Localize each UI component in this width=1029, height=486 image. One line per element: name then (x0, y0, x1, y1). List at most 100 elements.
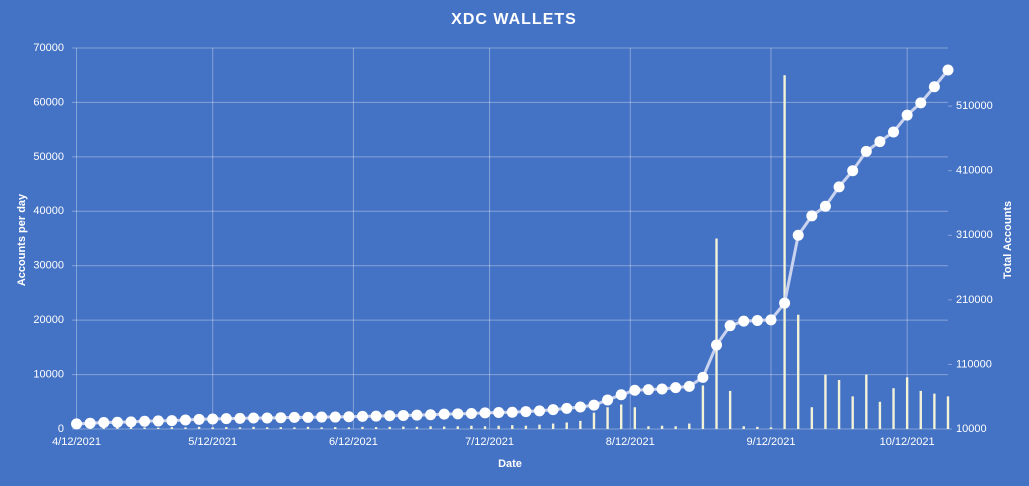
x-tick-label: 6/12/2021 (329, 436, 378, 448)
line-marker (534, 405, 546, 417)
line-marker (84, 417, 96, 429)
bar (497, 425, 500, 429)
line-marker (397, 409, 409, 421)
line-marker (493, 407, 505, 419)
line-marker (656, 383, 668, 395)
line-marker (166, 415, 178, 427)
bar (225, 427, 228, 429)
line-marker (288, 411, 300, 423)
bar (483, 426, 487, 429)
bar (851, 396, 854, 429)
line-marker (275, 412, 287, 424)
line-marker (697, 371, 709, 383)
line-marker (765, 314, 777, 326)
line-marker (751, 315, 763, 327)
y2-tick-label: 210000 (956, 294, 993, 306)
bar (606, 407, 609, 429)
bar (334, 427, 337, 429)
line (76, 69, 950, 426)
y-tick-label: 40000 (33, 205, 64, 217)
y2-axis-title: Total Accounts (1002, 201, 1014, 279)
line-marker (874, 136, 886, 148)
bar (511, 425, 514, 429)
line-marker (738, 315, 750, 327)
x-axis-title: Date (498, 458, 522, 470)
bar (919, 390, 922, 429)
bar (306, 426, 310, 429)
chart-title: XDC WALLETS (451, 11, 577, 28)
line-marker (139, 415, 151, 427)
x-tick-label: 7/12/2021 (465, 436, 514, 448)
line-marker (547, 404, 559, 416)
bar (742, 426, 745, 429)
x-tick-label: 8/12/2021 (606, 436, 655, 448)
y2-tick-label: 410000 (956, 165, 993, 177)
y-tick-label: 50000 (33, 151, 64, 163)
line-marker (384, 410, 396, 422)
bar (197, 426, 201, 429)
line-marker (792, 229, 804, 241)
line-marker (425, 409, 437, 421)
line-marker (683, 380, 695, 392)
bar (756, 426, 759, 429)
line-marker (479, 407, 491, 419)
line-marker (724, 320, 736, 332)
line-marker (615, 389, 627, 401)
line-marker (193, 413, 205, 425)
bar (184, 427, 187, 429)
line-marker (98, 417, 110, 429)
bar (933, 393, 936, 429)
bar (429, 426, 432, 429)
bar (157, 427, 160, 429)
line-marker (370, 410, 382, 422)
line-marker (179, 414, 191, 426)
bar (320, 427, 323, 429)
line-marker (806, 210, 818, 222)
bar (715, 238, 718, 429)
y2-tick-label: 10000 (956, 423, 987, 435)
bar (538, 424, 541, 429)
bar (293, 427, 296, 429)
line-marker (71, 418, 83, 430)
line-marker (261, 412, 273, 424)
bar (579, 420, 582, 429)
bar (211, 427, 214, 429)
y2-tick-label: 310000 (956, 229, 993, 241)
bar (837, 380, 841, 429)
bar (388, 426, 391, 429)
line-marker (629, 384, 641, 396)
line-marker (207, 413, 219, 425)
bar (633, 407, 637, 429)
line-marker (411, 409, 423, 421)
bar (769, 427, 773, 429)
x-tick-label: 10/12/2021 (880, 436, 935, 448)
y-tick-label: 60000 (33, 96, 64, 108)
bar (170, 427, 174, 429)
bar (905, 377, 909, 429)
line-marker (125, 416, 137, 428)
x-tick-label: 4/12/2021 (52, 436, 101, 448)
bar (374, 427, 378, 429)
line-marker (888, 126, 900, 138)
bar (674, 426, 677, 429)
bar (810, 407, 814, 429)
x-tick-label: 5/12/2021 (188, 436, 237, 448)
bar (824, 374, 827, 429)
line-marker (234, 412, 246, 424)
bar (551, 423, 555, 429)
line-marker (779, 297, 791, 309)
y-tick-label: 10000 (33, 368, 64, 380)
bar (647, 426, 650, 429)
bar (347, 427, 351, 429)
bar (116, 427, 119, 429)
y-axis-title: Accounts per day (16, 193, 28, 286)
bar (660, 425, 664, 429)
bar (402, 426, 405, 429)
x-tick-label: 9/12/2021 (747, 436, 796, 448)
line-marker (833, 181, 845, 193)
bar (892, 388, 895, 429)
line-marker (561, 402, 573, 414)
bar (878, 401, 882, 429)
y-tick-label: 0 (58, 423, 64, 435)
